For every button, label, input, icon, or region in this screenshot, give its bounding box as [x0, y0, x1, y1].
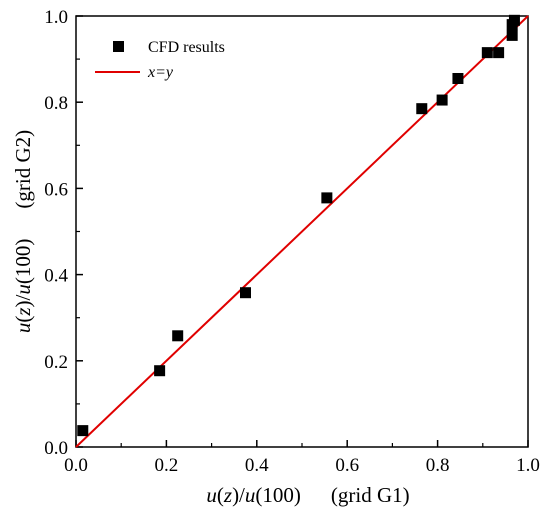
data-point — [493, 47, 505, 59]
reference-line-x-equals-y — [75, 15, 529, 448]
y-tick-label: 1.0 — [44, 7, 68, 28]
x-tick-label: 1.0 — [516, 455, 540, 476]
x-label-paren-close-slash: )/ — [232, 483, 245, 507]
y-label-u: u — [11, 323, 35, 334]
data-point — [508, 14, 520, 26]
x-label-grid: (grid G1) — [331, 483, 410, 507]
data-point — [172, 330, 184, 342]
data-point — [452, 72, 464, 84]
x-label-paren-open: ( — [217, 483, 224, 507]
x-label-100: (100) — [255, 483, 301, 507]
x-label-z: z — [223, 483, 232, 507]
data-point — [154, 365, 166, 377]
legend-label-cfd-results: CFD results — [148, 39, 225, 56]
data-point — [436, 94, 448, 106]
legend-marker-cfd-results — [113, 41, 124, 52]
y-label-100: (100) — [11, 239, 35, 285]
x-label-u2: u — [245, 483, 256, 507]
x-axis-ticks: 0.0 0.2 0.4 0.6 0.8 1.0 — [64, 440, 540, 476]
y-tick-label: 0.0 — [44, 438, 68, 459]
data-point — [506, 29, 518, 41]
y-tick-label: 0.8 — [44, 93, 68, 114]
y-tick-label: 0.4 — [44, 266, 68, 287]
x-axis-label: u(z)/u(100) (grid G1) — [206, 483, 409, 507]
x-tick-label: 0.8 — [426, 455, 450, 476]
x-tick-label: 0.0 — [64, 455, 88, 476]
y-axis-label: u(z)/u(100)(grid G2) — [11, 130, 35, 333]
y-label-paren-open: ( — [11, 316, 35, 323]
y-label-z: z — [11, 307, 35, 316]
y-label-grid: (grid G2) — [11, 130, 35, 209]
y-tick-label: 0.6 — [44, 179, 68, 200]
x-tick-label: 0.6 — [335, 455, 359, 476]
reference-line-layer — [75, 15, 529, 448]
legend: CFD results x=y — [95, 39, 225, 81]
data-point — [77, 425, 89, 437]
y-label-paren-close-slash: )/ — [11, 294, 35, 307]
data-point — [240, 287, 251, 299]
y-tick-label: 0.2 — [44, 352, 68, 373]
y-axis-ticks: 0.0 0.2 0.4 0.6 0.8 1.0 — [44, 7, 83, 459]
data-points — [77, 14, 520, 437]
data-point — [416, 103, 428, 115]
data-point — [481, 47, 493, 59]
y-label-u2: u — [11, 284, 35, 295]
x-label-u: u — [206, 483, 217, 507]
data-point — [321, 192, 333, 204]
x-tick-label: 0.2 — [155, 455, 179, 476]
legend-label-x-equals-y: x=y — [147, 64, 174, 81]
x-tick-label: 0.4 — [245, 455, 269, 476]
